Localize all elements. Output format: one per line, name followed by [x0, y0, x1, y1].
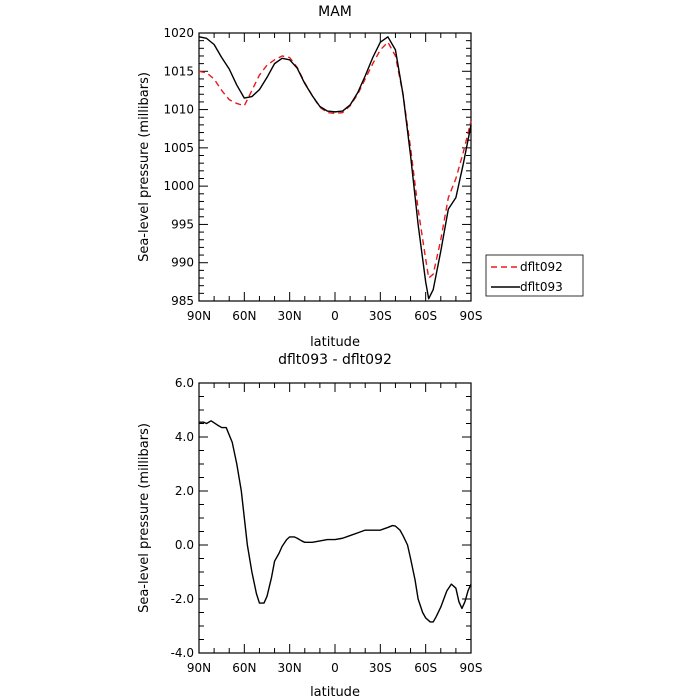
y-tick-label: 1015 — [163, 64, 194, 78]
y-tick-label: 1020 — [163, 26, 194, 40]
x-tick-label: 60N — [232, 309, 256, 323]
x-tick-label: 30S — [369, 309, 392, 323]
x-tick-label: 90N — [187, 661, 211, 675]
x-tick-label: 60N — [232, 661, 256, 675]
y-tick-label: 1000 — [163, 179, 194, 193]
y-tick-label: 990 — [171, 256, 194, 270]
x-tick-label: 30S — [369, 661, 392, 675]
x-tick-label: 30N — [278, 661, 302, 675]
x-tick-label: 60S — [414, 661, 437, 675]
legend: dflt092 dflt093 — [485, 254, 584, 297]
series-line-series-0 — [199, 420, 472, 623]
chart-title: dflt093 - dflt092 — [278, 352, 392, 368]
legend-label-dflt092: dflt092 — [520, 260, 563, 274]
y-tick-label: 1005 — [163, 141, 194, 155]
series-line-dflt093 — [198, 36, 472, 300]
x-tick-label: 90S — [460, 661, 483, 675]
legend-box — [485, 254, 584, 297]
legend-label-dflt093: dflt093 — [520, 280, 563, 294]
y-tick-label: 6.0 — [175, 376, 194, 390]
x-tick-label: 90N — [187, 309, 211, 323]
series-lines — [198, 36, 472, 300]
pressure-chart: MAM 90N 60N 30N 0 30S 60S 90S 1020 1015 1010 1005 1… — [137, 4, 584, 350]
plot-frame — [198, 382, 472, 654]
x-axis-label: latitude — [310, 685, 360, 700]
plot-frame — [198, 32, 472, 302]
axis-ticks: 90N 60N 30N 0 30S 60S 90S 1020 1015 1010 1005 1000 9… — [163, 26, 482, 323]
y-tick-label: 4.0 — [175, 430, 194, 444]
x-tick-label: 60S — [414, 309, 437, 323]
y-tick-label: -2.0 — [171, 592, 194, 606]
chart-title: MAM — [318, 4, 352, 20]
y-tick-label: 2.0 — [175, 484, 194, 498]
y-tick-label: -4.0 — [171, 646, 194, 660]
difference-chart: dflt093 - dflt092 90N 60N 30N 0 30S 60S 90S 6.0… — [137, 352, 482, 700]
x-tick-label: 0 — [331, 661, 339, 675]
y-tick-label: 0.0 — [175, 538, 194, 552]
y-tick-label: 985 — [171, 294, 194, 308]
x-axis-label: latitude — [310, 335, 360, 350]
y-tick-label: 995 — [171, 217, 194, 231]
series-line-dflt092 — [198, 41, 472, 279]
x-tick-label: 0 — [331, 309, 339, 323]
axis-ticks: 90N 60N 30N 0 30S 60S 90S 6.0 4.0 2.0 0.0 -2.0 -4.0 — [171, 376, 483, 675]
x-tick-label: 30N — [278, 309, 302, 323]
series-lines — [199, 420, 472, 623]
y-axis-label: Sea-level pressure (millibars) — [137, 423, 152, 613]
y-tick-label: 1010 — [163, 103, 194, 117]
x-tick-label: 90S — [460, 309, 483, 323]
y-axis-label: Sea-level pressure (millibars) — [137, 72, 152, 262]
